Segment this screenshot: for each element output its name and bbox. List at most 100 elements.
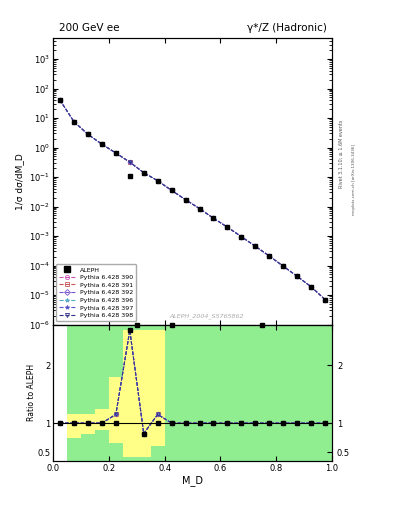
Pythia 6.428 390 xyxy=(309,284,314,290)
Pythia 6.428 397 xyxy=(114,150,118,156)
Line: Pythia 6.428 397: Pythia 6.428 397 xyxy=(58,98,327,302)
Pythia 6.428 396 xyxy=(114,150,118,156)
Pythia 6.428 392 xyxy=(141,169,146,176)
Pythia 6.428 396 xyxy=(309,284,314,290)
Pythia 6.428 398 xyxy=(127,159,132,165)
Pythia 6.428 391 xyxy=(183,197,188,203)
Pythia 6.428 396 xyxy=(225,224,230,230)
Pythia 6.428 392 xyxy=(114,150,118,156)
Pythia 6.428 397 xyxy=(295,273,299,280)
Pythia 6.428 391 xyxy=(58,97,62,103)
Pythia 6.428 396 xyxy=(127,159,132,165)
Pythia 6.428 392 xyxy=(267,253,272,259)
Text: 200 GeV ee: 200 GeV ee xyxy=(59,23,119,33)
Pythia 6.428 396 xyxy=(253,243,258,249)
Pythia 6.428 396 xyxy=(141,169,146,176)
Pythia 6.428 390 xyxy=(183,197,188,203)
Pythia 6.428 398 xyxy=(197,205,202,211)
Pythia 6.428 391 xyxy=(155,178,160,184)
Pythia 6.428 396 xyxy=(281,263,286,269)
Pythia 6.428 396 xyxy=(267,253,272,259)
Pythia 6.428 397 xyxy=(197,205,202,211)
Pythia 6.428 398 xyxy=(155,178,160,184)
Pythia 6.428 392 xyxy=(155,178,160,184)
Pythia 6.428 392 xyxy=(295,273,299,280)
Pythia 6.428 397 xyxy=(127,159,132,165)
Pythia 6.428 392 xyxy=(239,233,244,240)
Pythia 6.428 390 xyxy=(253,243,258,249)
Pythia 6.428 398 xyxy=(58,97,62,103)
Pythia 6.428 397 xyxy=(239,233,244,240)
Pythia 6.428 392 xyxy=(281,263,286,269)
Pythia 6.428 390 xyxy=(211,215,216,221)
Pythia 6.428 397 xyxy=(281,263,286,269)
Pythia 6.428 398 xyxy=(225,224,230,230)
Pythia 6.428 390 xyxy=(72,119,76,125)
Pythia 6.428 396 xyxy=(169,187,174,194)
Pythia 6.428 390 xyxy=(114,150,118,156)
Pythia 6.428 391 xyxy=(225,224,230,230)
Pythia 6.428 396 xyxy=(183,197,188,203)
Pythia 6.428 397 xyxy=(183,197,188,203)
Pythia 6.428 390 xyxy=(86,131,90,137)
Pythia 6.428 391 xyxy=(99,141,104,147)
Pythia 6.428 398 xyxy=(239,233,244,240)
Pythia 6.428 397 xyxy=(99,141,104,147)
Pythia 6.428 397 xyxy=(267,253,272,259)
Pythia 6.428 390 xyxy=(323,296,327,303)
Pythia 6.428 390 xyxy=(58,97,62,103)
Pythia 6.428 392 xyxy=(99,141,104,147)
Pythia 6.428 392 xyxy=(253,243,258,249)
Pythia 6.428 392 xyxy=(58,97,62,103)
Pythia 6.428 392 xyxy=(197,205,202,211)
Pythia 6.428 391 xyxy=(169,187,174,194)
Pythia 6.428 396 xyxy=(86,131,90,137)
Pythia 6.428 392 xyxy=(86,131,90,137)
Pythia 6.428 391 xyxy=(309,284,314,290)
Pythia 6.428 398 xyxy=(281,263,286,269)
Pythia 6.428 391 xyxy=(197,205,202,211)
Line: Pythia 6.428 391: Pythia 6.428 391 xyxy=(58,98,327,302)
Pythia 6.428 397 xyxy=(225,224,230,230)
Y-axis label: Ratio to ALEPH: Ratio to ALEPH xyxy=(27,364,36,421)
Pythia 6.428 397 xyxy=(253,243,258,249)
Pythia 6.428 396 xyxy=(197,205,202,211)
Pythia 6.428 397 xyxy=(141,169,146,176)
Pythia 6.428 391 xyxy=(114,150,118,156)
Text: γ*/Z (Hadronic): γ*/Z (Hadronic) xyxy=(247,23,327,33)
Pythia 6.428 397 xyxy=(86,131,90,137)
Pythia 6.428 397 xyxy=(58,97,62,103)
Pythia 6.428 392 xyxy=(169,187,174,194)
Pythia 6.428 398 xyxy=(72,119,76,125)
Pythia 6.428 397 xyxy=(309,284,314,290)
Pythia 6.428 392 xyxy=(225,224,230,230)
Pythia 6.428 392 xyxy=(211,215,216,221)
Pythia 6.428 390 xyxy=(155,178,160,184)
Pythia 6.428 392 xyxy=(127,159,132,165)
Pythia 6.428 396 xyxy=(295,273,299,280)
Pythia 6.428 397 xyxy=(323,296,327,303)
Pythia 6.428 397 xyxy=(72,119,76,125)
Pythia 6.428 398 xyxy=(183,197,188,203)
Pythia 6.428 391 xyxy=(267,253,272,259)
Pythia 6.428 391 xyxy=(127,159,132,165)
Text: ALEPH_2004_S5765862: ALEPH_2004_S5765862 xyxy=(169,313,244,319)
Pythia 6.428 398 xyxy=(99,141,104,147)
Pythia 6.428 398 xyxy=(253,243,258,249)
Text: Rivet 3.1.10; ≥ 1.6M events: Rivet 3.1.10; ≥ 1.6M events xyxy=(339,119,344,188)
Pythia 6.428 392 xyxy=(183,197,188,203)
Line: Pythia 6.428 390: Pythia 6.428 390 xyxy=(58,98,327,302)
Pythia 6.428 390 xyxy=(295,273,299,280)
Pythia 6.428 391 xyxy=(72,119,76,125)
Pythia 6.428 390 xyxy=(141,169,146,176)
Line: Pythia 6.428 398: Pythia 6.428 398 xyxy=(58,98,327,302)
Pythia 6.428 398 xyxy=(141,169,146,176)
Pythia 6.428 390 xyxy=(239,233,244,240)
Pythia 6.428 396 xyxy=(58,97,62,103)
Pythia 6.428 398 xyxy=(211,215,216,221)
Pythia 6.428 397 xyxy=(155,178,160,184)
Pythia 6.428 396 xyxy=(72,119,76,125)
Pythia 6.428 390 xyxy=(169,187,174,194)
Line: Pythia 6.428 396: Pythia 6.428 396 xyxy=(58,98,327,302)
Pythia 6.428 396 xyxy=(323,296,327,303)
